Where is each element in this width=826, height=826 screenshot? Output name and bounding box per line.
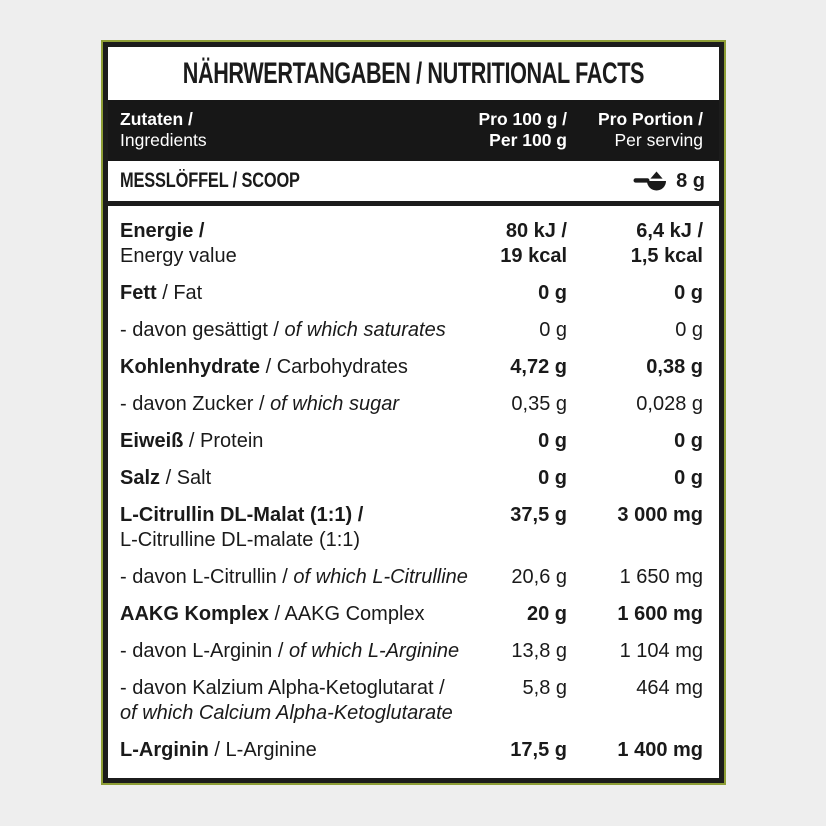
value-per-100g: 4,72 g [510,356,567,378]
value-per-serving: 0 g [674,467,703,489]
scoop-value: 8 g [676,169,705,192]
header-ingredients: Zutaten / Ingredients [120,109,477,161]
value-per-serving: 0,028 g [636,393,703,415]
table-row: Fett / Fat 0 g 0 g [120,275,703,312]
table-row: Eiweiß / Protein 0 g 0 g [120,423,703,460]
value-per-100g: 0 g [539,319,567,341]
header-ingredients-line2: Ingredients [120,130,207,150]
header-ingredients-line1: Zutaten / [120,109,193,129]
row-label: - davon gesättigt / of which saturates [120,319,446,341]
value-per-serving: 0 g [674,282,703,304]
value-per-100g: 80 kJ /19 kcal [500,220,567,267]
nutrition-rows: Energie / Energy value 80 kJ /19 kcal 6,4 k… [108,206,719,778]
header-per-100g-line1: Pro 100 g / [478,109,567,129]
value-per-100g: 37,5 g [510,504,567,526]
row-label: - davon L-Citrullin / of which L-Citrull… [120,566,468,588]
value-per-100g: 0 g [538,282,567,304]
header-per-100g-line2: Per 100 g [489,130,567,150]
table-row: - davon gesättigt / of which saturates 0 … [120,312,703,349]
table-row: - davon Kalzium Alpha-Ketoglutarat / of w… [120,670,703,732]
value-per-serving: 1 104 mg [619,640,703,662]
row-label: Fett / Fat [120,282,203,304]
scoop-label: MESSLÖFFEL / SCOOP [120,169,300,192]
row-label: - davon Zucker / of which sugar [120,393,400,415]
value-per-serving: 1 400 mg [617,739,703,761]
table-row: - davon L-Arginin / of which L-Arginine 1… [120,633,703,670]
table-row: AAKG Komplex / AAKG Complex 20 g 1 600 mg [120,596,703,633]
value-per-serving: 1 600 mg [617,603,703,625]
nutrition-facts-panel: NÄHRWERTANGABEN / NUTRITIONAL FACTS Zuta… [101,40,726,785]
row-label: Kohlenhydrate / Carbohydrates [120,356,408,378]
scoop-row: MESSLÖFFEL / SCOOP 8 g [108,161,719,206]
value-per-100g: 0 g [538,430,567,452]
page-title: NÄHRWERTANGABEN / NUTRITIONAL FACTS [182,56,645,90]
value-per-serving: 1 650 mg [619,566,703,588]
row-label: L-Arginin / L-Arginine [120,739,317,761]
scoop-icon [633,171,667,191]
value-per-100g: 13,8 g [511,640,567,662]
table-row: - davon Zucker / of which sugar 0,35 g 0,0… [120,386,703,423]
value-per-serving: 0,38 g [646,356,703,378]
header-per-100g: Pro 100 g / Per 100 g [477,109,567,161]
row-label: Energie / Energy value [120,220,237,267]
row-label: Eiweiß / Protein [120,430,264,452]
row-label: - davon L-Arginin / of which L-Arginine [120,640,460,662]
value-per-100g: 20,6 g [511,566,567,588]
value-per-serving: 3 000 mg [617,504,703,526]
row-label: - davon Kalzium Alpha-Ketoglutarat / of w… [120,677,453,724]
value-per-100g: 20 g [526,603,567,625]
table-row: L-Arginin / L-Arginine 17,5 g 1 400 mg [120,732,703,769]
value-per-serving: 0 g [675,319,703,341]
table-row: - davon L-Citrullin / of which L-Citrull… [120,559,703,596]
table-row: L-Citrullin DL-Malat (1:1) / L-Citrulline… [120,497,703,559]
scoop-serving-size: 8 g [633,170,705,193]
value-per-serving: 6,4 kJ /1,5 kcal [630,220,703,267]
value-per-serving: 464 mg [636,677,703,699]
row-label: AAKG Komplex / AAKG Complex [120,603,425,625]
table-row: Energie / Energy value 80 kJ /19 kcal 6,4 k… [120,213,703,275]
table-row: Kohlenhydrate / Carbohydrates 4,72 g 0,38 … [120,349,703,386]
title-bar: NÄHRWERTANGABEN / NUTRITIONAL FACTS [108,47,719,100]
value-per-100g: 0 g [538,467,567,489]
header-per-serving: Pro Portion / Per serving [567,109,703,161]
value-per-100g: 17,5 g [510,739,567,761]
value-per-100g: 5,8 g [522,677,567,699]
row-label: Salz / Salt [120,467,212,489]
table-row: Salz / Salt 0 g 0 g [120,460,703,497]
value-per-serving: 0 g [674,430,703,452]
value-per-100g: 0,35 g [511,393,567,415]
header-per-serving-line1: Pro Portion / [598,109,703,129]
row-label: L-Citrullin DL-Malat (1:1) / L-Citrulline… [120,504,364,551]
table-header: Zutaten / Ingredients Pro 100 g / Per 10… [108,100,719,161]
header-per-serving-line2: Per serving [614,130,703,150]
